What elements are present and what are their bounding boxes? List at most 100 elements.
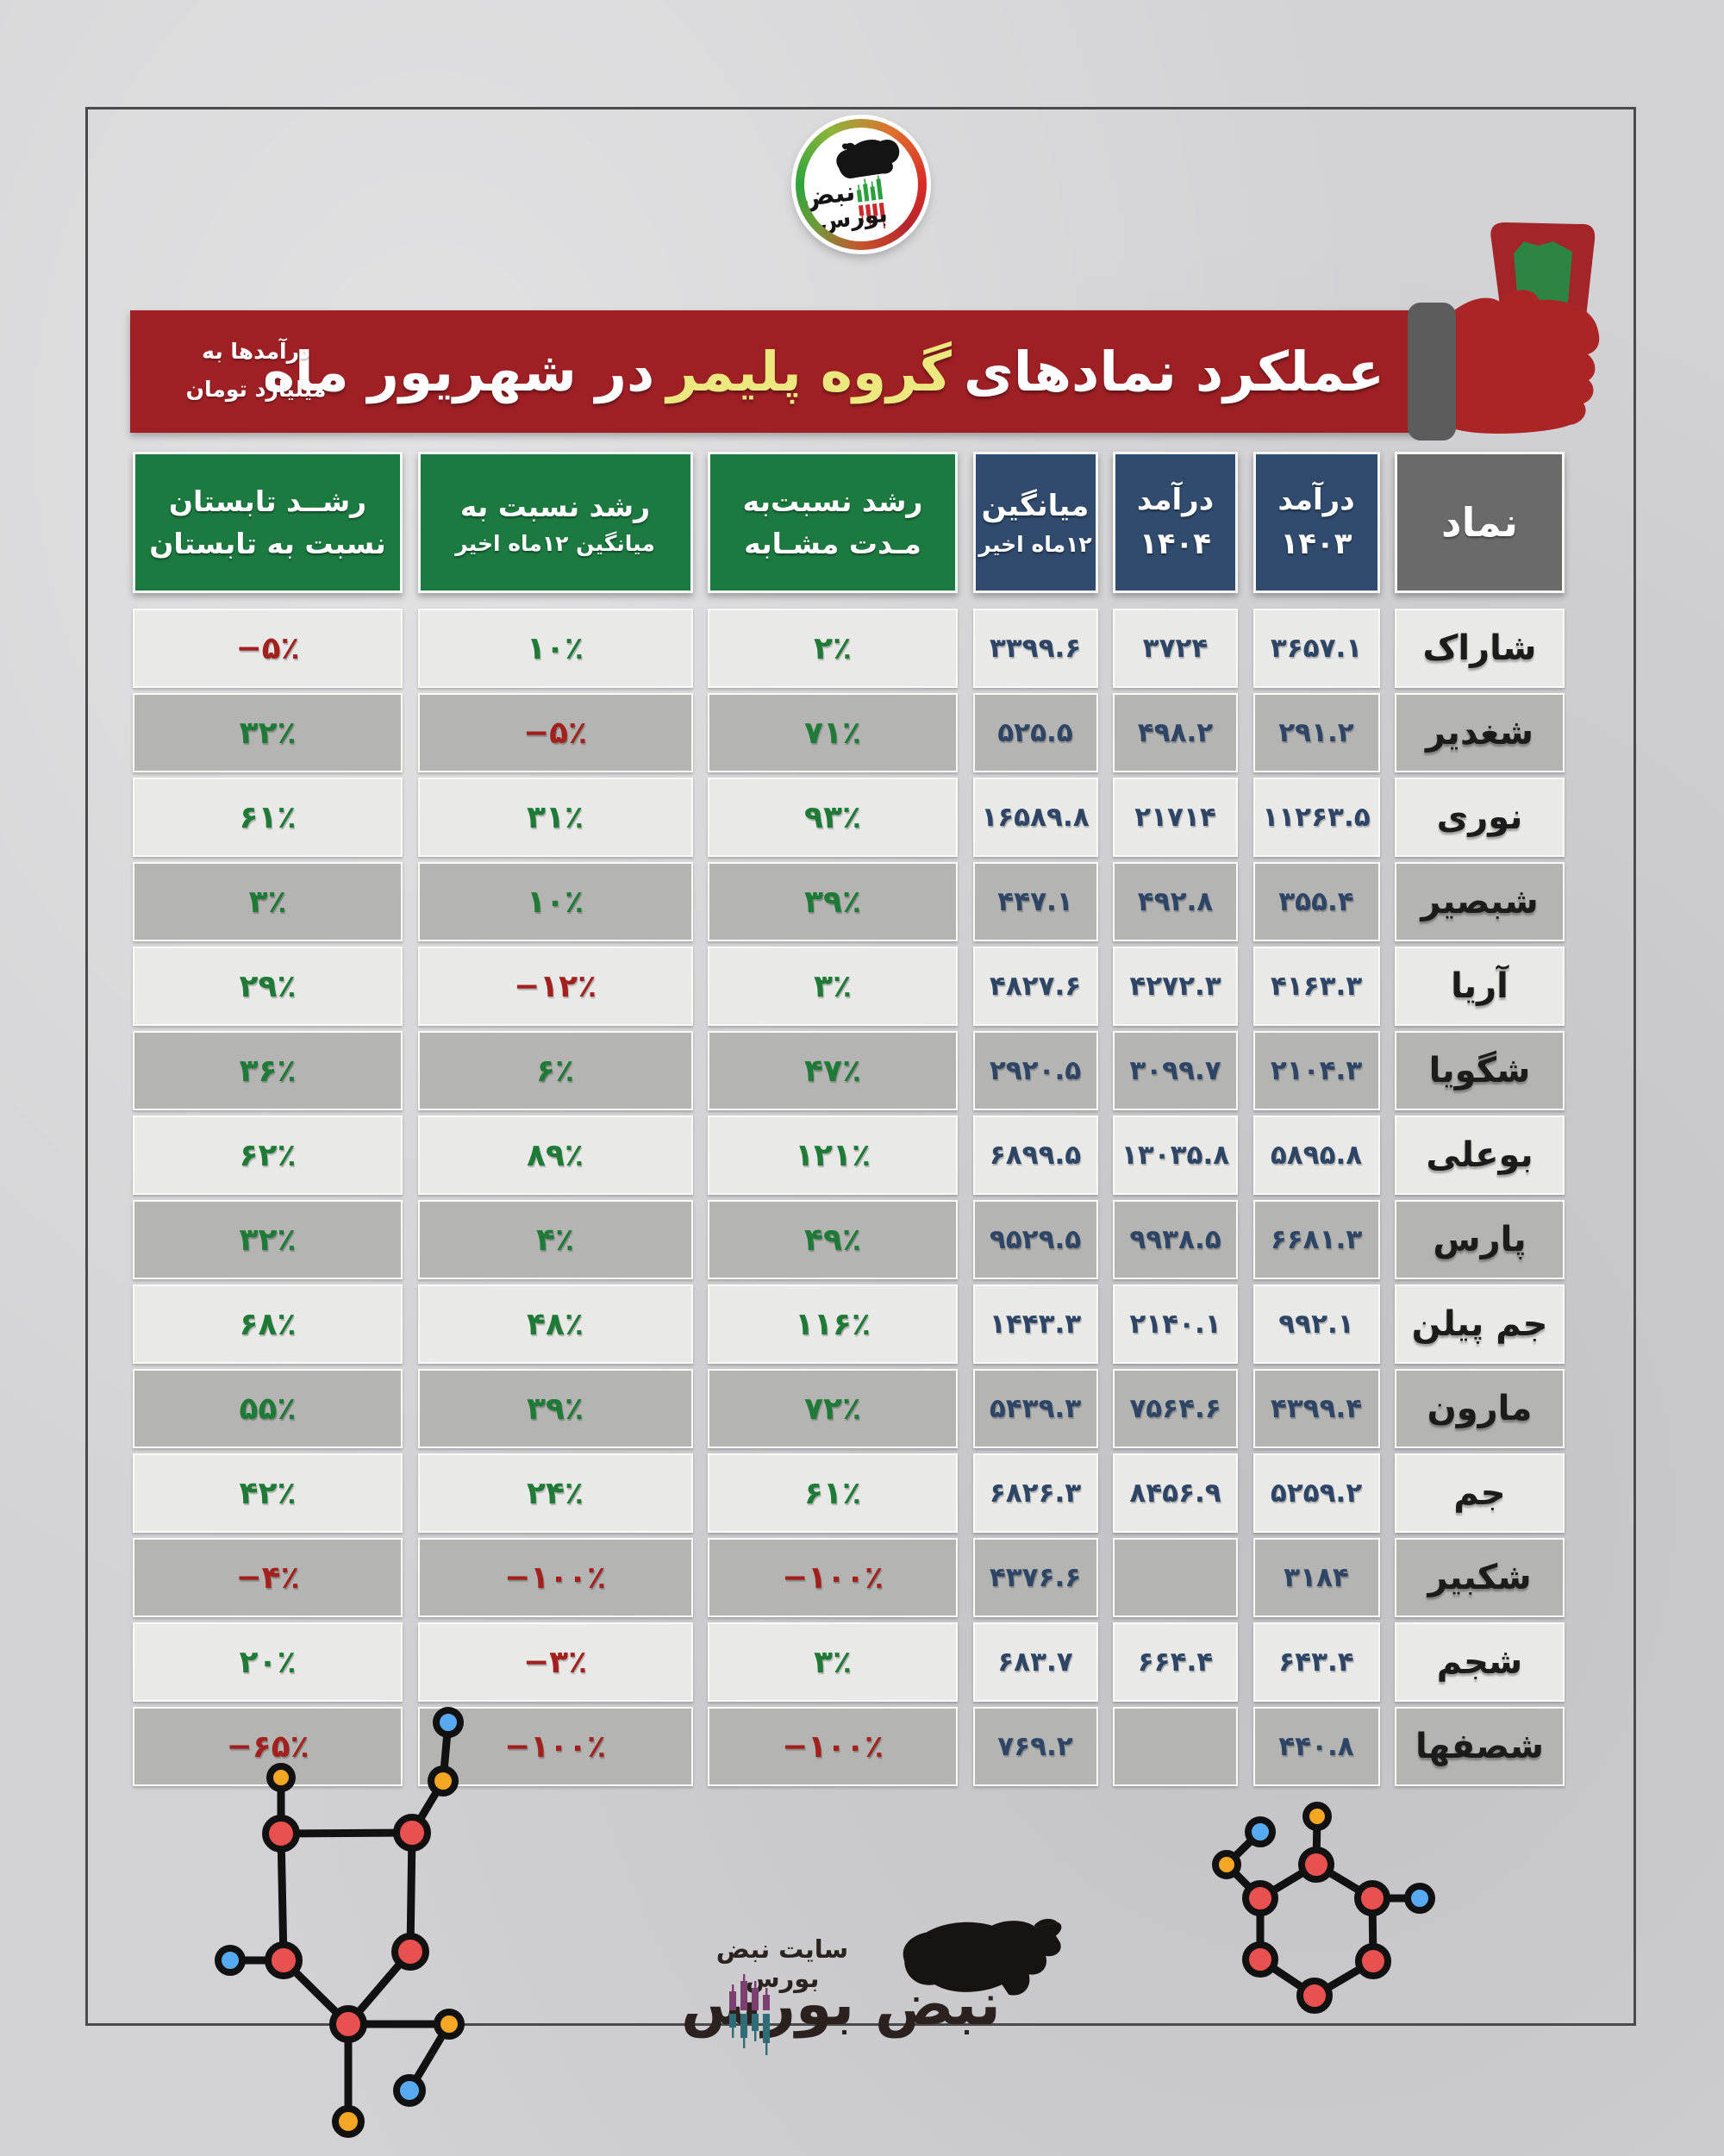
footer-site-line: سایت نبض بورس <box>715 1934 849 1993</box>
cell-symbol: مارون <box>1395 1369 1565 1448</box>
cell-growth-summer: ۲۰٪ <box>133 1622 403 1702</box>
cell-growth-summer: ۳۲٪ <box>133 1200 403 1279</box>
cell-average-12m: ۷۶۹.۲ <box>972 1707 1098 1786</box>
cell-revenue-1403: ۲۹۱.۲ <box>1252 693 1380 772</box>
cell-growth-similar: ۴۹٪ <box>708 1200 958 1279</box>
cell-growth-similar: ۹۳٪ <box>708 778 958 857</box>
cell-revenue-1404: ۳۰۹۹.۷ <box>1113 1031 1238 1110</box>
cell-growth-summer: ۶۱٪ <box>133 778 403 857</box>
cell-growth-vs-average: −۳٪ <box>417 1622 693 1702</box>
cell-symbol: شبصیر <box>1395 862 1565 941</box>
table-row: پارس ۶۶۸۱.۳ ۹۹۳۸.۵ ۹۵۲۹.۵ ۴۹٪ ۴٪ ۳۲٪ <box>133 1200 1565 1279</box>
table-row: شبصیر ۳۵۵.۴ ۴۹۲.۸ ۴۴۷.۱ ۳۹٪ ۱۰٪ ۳٪ <box>133 862 1565 941</box>
molecule-left-icon <box>215 1707 465 2138</box>
cell-revenue-1403: ۶۴۳.۴ <box>1252 1622 1380 1702</box>
cell-revenue-1403: ۲۱۰۴.۳ <box>1252 1031 1380 1110</box>
table-header-row: نماد درآمد ۱۴۰۳ درآمد ۱۴۰۴ میانگین ۱۲ماه… <box>133 452 1565 593</box>
cell-growth-summer: ۶۲٪ <box>133 1115 403 1195</box>
cell-revenue-1404: ۲۱۴۰.۱ <box>1113 1284 1238 1364</box>
cell-growth-vs-average: ۸۹٪ <box>417 1115 693 1195</box>
cell-revenue-1403: ۵۸۹۵.۸ <box>1252 1115 1380 1195</box>
cell-revenue-1403: ۳۶۵۷.۱ <box>1252 609 1380 688</box>
footer-candlestick-icon <box>729 1974 770 2055</box>
cell-average-12m: ۶۸۳.۷ <box>972 1622 1098 1702</box>
bull-icon <box>836 140 900 178</box>
cell-revenue-1403: ۴۱۶۳.۳ <box>1252 947 1380 1026</box>
cell-growth-summer: −۶۵٪ <box>133 1707 403 1786</box>
cell-growth-summer: ۶۸٪ <box>133 1284 403 1364</box>
cell-symbol: شکبیر <box>1395 1538 1565 1617</box>
cell-symbol: شجم <box>1395 1622 1565 1702</box>
table-row: شجم ۶۴۳.۴ ۶۶۴.۴ ۶۸۳.۷ ۳٪ −۳٪ ۲۰٪ <box>133 1622 1565 1702</box>
cell-revenue-1404: ۲۱۷۱۴ <box>1113 778 1238 857</box>
cell-growth-similar: ۱۲۱٪ <box>708 1115 958 1195</box>
cell-symbol: شاراک <box>1395 609 1565 688</box>
cell-growth-summer: ۲۹٪ <box>133 947 403 1026</box>
cell-growth-vs-average: ۴٪ <box>417 1200 693 1279</box>
cell-revenue-1403: ۶۶۸۱.۳ <box>1252 1200 1380 1279</box>
table-row: مارون ۴۳۹۹.۴ ۷۵۶۴.۶ ۵۴۳۹.۳ ۷۲٪ ۳۹٪ ۵۵٪ <box>133 1369 1565 1448</box>
cell-symbol: شصفها <box>1395 1707 1565 1786</box>
title-part1: عملکرد نمادهای <box>963 340 1384 403</box>
page-title: عملکرد نمادهای گروه پلیمر در شهریور ماه <box>263 310 1384 433</box>
cell-revenue-1403: ۵۲۵۹.۲ <box>1252 1453 1380 1533</box>
cell-revenue-1404: ۴۹۸.۲ <box>1113 693 1238 772</box>
cell-growth-similar: ۶۱٪ <box>708 1453 958 1533</box>
cell-growth-similar: −۱۰۰٪ <box>708 1707 958 1786</box>
hand-holding-money-icon <box>1408 222 1600 441</box>
cell-growth-summer: −۴٪ <box>133 1538 403 1617</box>
header-symbol: نماد <box>1395 452 1565 593</box>
cell-revenue-1404: ۹۹۳۸.۵ <box>1113 1200 1238 1279</box>
cell-growth-vs-average: −۵٪ <box>417 693 693 772</box>
fist <box>1451 290 1600 434</box>
header-growth-summer: رشــد تابستان نسبت به تابستان <box>133 452 403 593</box>
cell-growth-similar: ۳۹٪ <box>708 862 958 941</box>
cell-average-12m: ۱۴۴۳.۳ <box>972 1284 1098 1364</box>
cell-average-12m: ۹۵۲۹.۵ <box>972 1200 1098 1279</box>
table-rows: شاراک ۳۶۵۷.۱ ۳۷۲۴ ۳۳۹۹.۶ ۲٪ ۱۰٪ −۵٪ شغدی… <box>133 609 1565 1786</box>
cell-revenue-1404: ۶۶۴.۴ <box>1113 1622 1238 1702</box>
cell-growth-vs-average: ۳۱٪ <box>417 778 693 857</box>
header-average-12m: میانگین ۱۲ماه اخیر <box>972 452 1098 593</box>
cell-revenue-1403: ۱۱۲۶۳.۵ <box>1252 778 1380 857</box>
cell-growth-summer: ۳۶٪ <box>133 1031 403 1110</box>
cell-symbol: بوعلی <box>1395 1115 1565 1195</box>
cell-symbol: جم <box>1395 1453 1565 1533</box>
cell-growth-vs-average: ۱۰٪ <box>417 862 693 941</box>
cell-symbol: شگویا <box>1395 1031 1565 1110</box>
table-row: بوعلی ۵۸۹۵.۸ ۱۳۰۳۵.۸ ۶۸۹۹.۵ ۱۲۱٪ ۸۹٪ ۶۲٪ <box>133 1115 1565 1195</box>
cell-average-12m: ۵۴۳۹.۳ <box>972 1369 1098 1448</box>
title-banner: عملکرد نمادهای گروه پلیمر در شهریور ماه … <box>130 310 1419 433</box>
title-part2: در شهریور ماه <box>262 340 655 403</box>
table-row: شاراک ۳۶۵۷.۱ ۳۷۲۴ ۳۳۹۹.۶ ۲٪ ۱۰٪ −۵٪ <box>133 609 1565 688</box>
logo-inner-disc: نبض بورس <box>804 128 918 241</box>
cell-revenue-1404: ۴۲۷۲.۳ <box>1113 947 1238 1026</box>
units-note-line1: درآمدها به <box>202 339 310 364</box>
cell-growth-vs-average: ۳۹٪ <box>417 1369 693 1448</box>
cell-growth-vs-average: ۶٪ <box>417 1031 693 1110</box>
table-row: شکبیر ۳۱۸۴ ۴۳۷۶.۶ −۱۰۰٪ −۱۰۰٪ −۴٪ <box>133 1538 1565 1617</box>
cell-growth-summer: ۳۲٪ <box>133 693 403 772</box>
cell-growth-vs-average: −۱۲٪ <box>417 947 693 1026</box>
cell-average-12m: ۱۶۵۸۹.۸ <box>972 778 1098 857</box>
nabz-bourse-logo: نبض بورس <box>796 119 927 250</box>
cell-growth-summer: ۵۵٪ <box>133 1369 403 1448</box>
units-note-line2: میلیارد تومان <box>185 376 327 402</box>
table-row: شغدیر ۲۹۱.۲ ۴۹۸.۲ ۵۲۵.۵ ۷۱٪ −۵٪ ۳۲٪ <box>133 693 1565 772</box>
cell-revenue-1404: ۷۵۶۴.۶ <box>1113 1369 1238 1448</box>
cell-revenue-1404 <box>1113 1538 1238 1617</box>
cell-symbol: نوری <box>1395 778 1565 857</box>
cell-average-12m: ۳۳۹۹.۶ <box>972 609 1098 688</box>
cell-growth-vs-average: ۱۰٪ <box>417 609 693 688</box>
cell-symbol: آریا <box>1395 947 1565 1026</box>
title-highlight: گروه پلیمر <box>666 340 952 403</box>
cell-growth-similar: ۱۱۶٪ <box>708 1284 958 1364</box>
cell-growth-vs-average: −۱۰۰٪ <box>417 1538 693 1617</box>
cell-growth-summer: ۳٪ <box>133 862 403 941</box>
table-row: نوری ۱۱۲۶۳.۵ ۲۱۷۱۴ ۱۶۵۸۹.۸ ۹۳٪ ۳۱٪ ۶۱٪ <box>133 778 1565 857</box>
cell-revenue-1403: ۴۴۰.۸ <box>1252 1707 1380 1786</box>
cell-growth-similar: ۲٪ <box>708 609 958 688</box>
cell-growth-similar: ۴۷٪ <box>708 1031 958 1110</box>
header-growth-similar-period: رشد نسبت‌به مـدت مشـابه <box>708 452 958 593</box>
cell-growth-similar: ۳٪ <box>708 1622 958 1702</box>
